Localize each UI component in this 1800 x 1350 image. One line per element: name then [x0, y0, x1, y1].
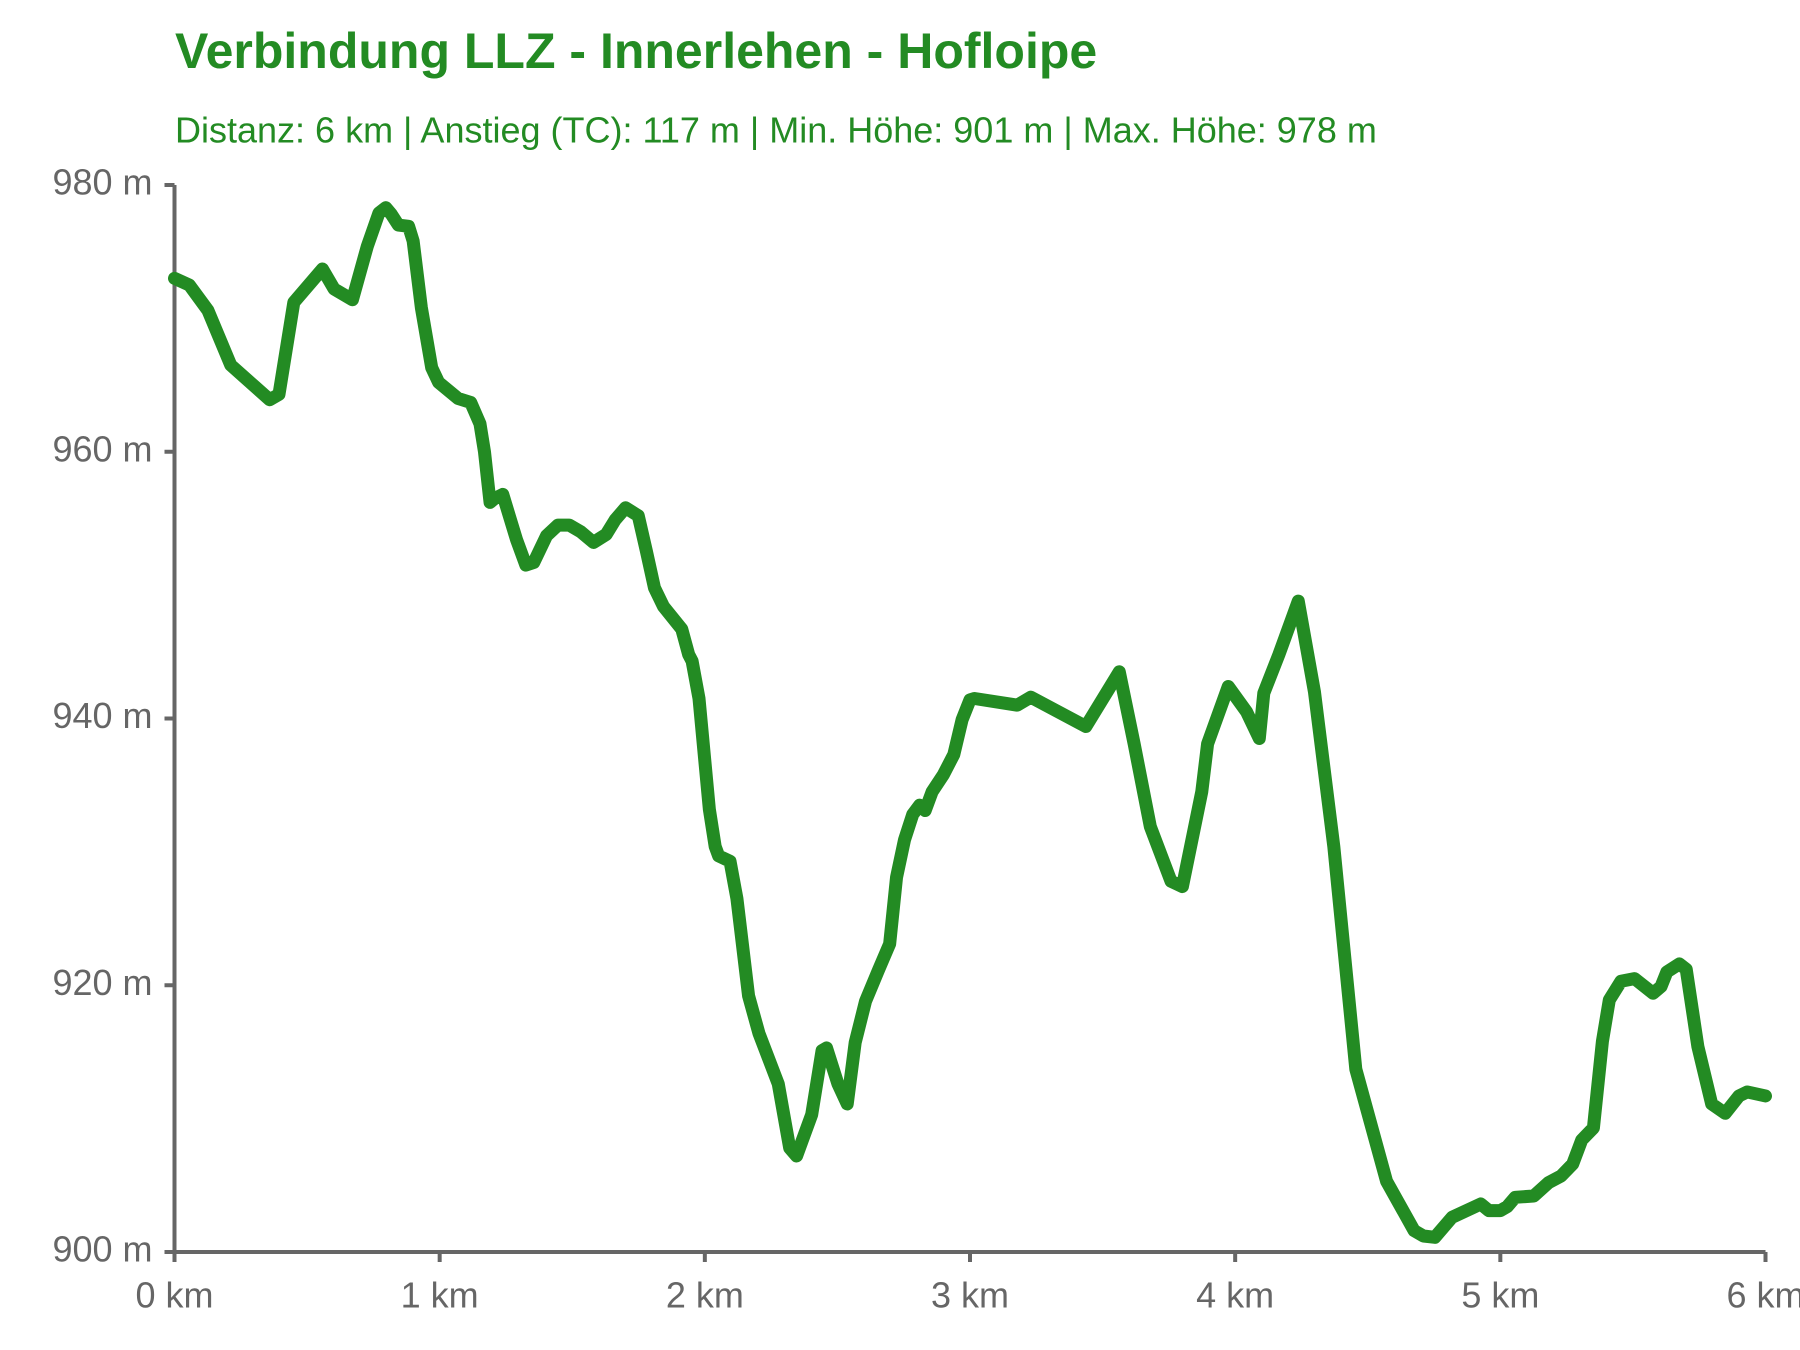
x-tick-label: 4 km: [1196, 1275, 1274, 1316]
x-tick-label: 5 km: [1461, 1275, 1539, 1316]
y-tick-label: 900 m: [52, 1229, 152, 1270]
y-tick-label: 980 m: [52, 162, 152, 203]
chart-title: Verbindung LLZ - Innerlehen - Hofloipe: [175, 23, 1097, 79]
y-tick-label: 960 m: [52, 428, 152, 469]
x-tick-label: 1 km: [401, 1275, 479, 1316]
y-tick-label: 920 m: [52, 962, 152, 1003]
elevation-line: [168, 201, 1772, 1244]
x-tick-label: 6 km: [1726, 1275, 1800, 1316]
y-tick-label: 940 m: [52, 695, 152, 736]
chart-subtitle: Distanz: 6 km | Anstieg (TC): 117 m | Mi…: [175, 110, 1377, 151]
x-tick-label: 0 km: [135, 1275, 213, 1316]
x-tick-label: 3 km: [931, 1275, 1009, 1316]
x-tick-label: 2 km: [666, 1275, 744, 1316]
